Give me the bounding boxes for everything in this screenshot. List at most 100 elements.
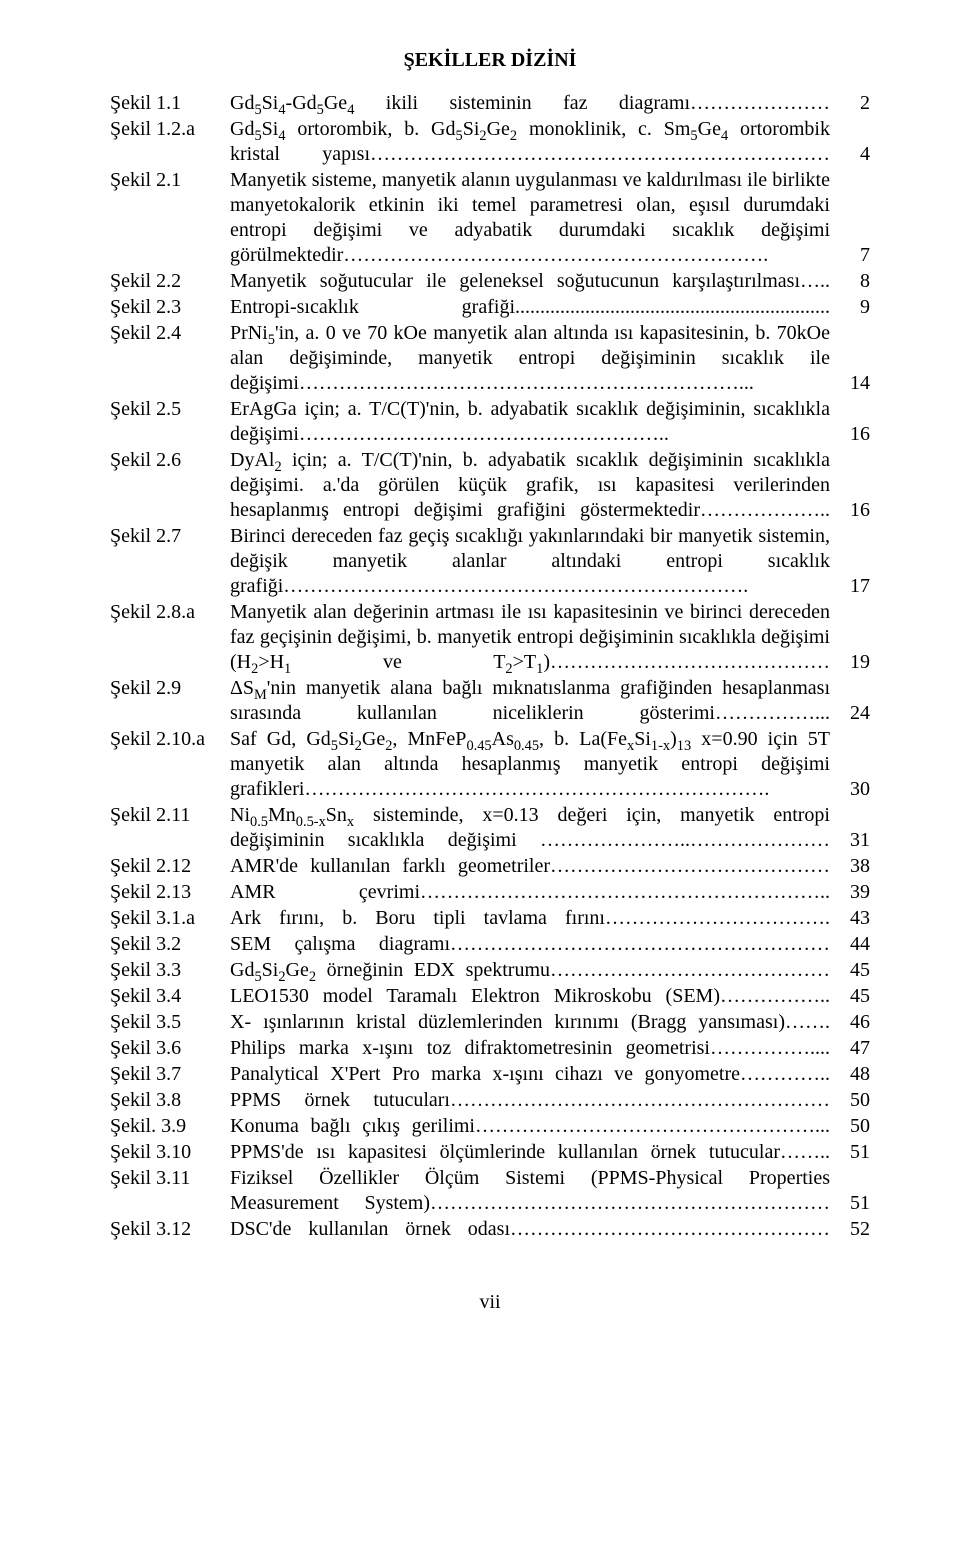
- figure-label: Şekil 2.1: [110, 168, 230, 268]
- figure-entry: Şekil 2.13AMR çevrimi……………………………………………………: [110, 880, 870, 905]
- figure-label: Şekil 2.11: [110, 803, 230, 853]
- figure-description: AMR çevrimi……………………………………………………..: [230, 880, 830, 905]
- figure-page: 47: [830, 1036, 870, 1061]
- figure-label: Şekil 2.4: [110, 321, 230, 396]
- figure-page: 44: [830, 932, 870, 957]
- figure-label: Şekil 2.10.a: [110, 727, 230, 802]
- figure-description: PPMS örnek tutucuları…………………………………………………: [230, 1088, 830, 1113]
- figure-label: Şekil 3.12: [110, 1217, 230, 1242]
- figure-description: Gd5Si4-Gd5Ge4 ikili sisteminin faz diagr…: [230, 91, 830, 116]
- figure-entry: Şekil. 3.9Konuma bağlı çıkış gerilimi…………: [110, 1114, 870, 1139]
- figure-entry: Şekil 3.6Philips marka x-ışını toz difra…: [110, 1036, 870, 1061]
- figure-page: 50: [830, 1088, 870, 1113]
- figure-entry: Şekil 2.11Ni0.5Mn0.5-xSnx sisteminde, x=…: [110, 803, 870, 853]
- figure-entry: Şekil 2.4PrNi5'in, a. 0 ve 70 kOe manyet…: [110, 321, 870, 396]
- figure-description: Manyetik alan değerinin artması ile ısı …: [230, 600, 830, 675]
- figure-label: Şekil 2.12: [110, 854, 230, 879]
- figure-page: 7: [830, 243, 870, 268]
- figure-label: Şekil 3.1.a: [110, 906, 230, 931]
- page-title: ŞEKİLLER DİZİNİ: [110, 48, 870, 73]
- figure-entry: Şekil 3.12DSC'de kullanılan örnek odası……: [110, 1217, 870, 1242]
- figure-label: Şekil 2.8.a: [110, 600, 230, 675]
- figure-label: Şekil 1.1: [110, 91, 230, 116]
- figure-description: LEO1530 model Taramalı Elektron Mikrosko…: [230, 984, 830, 1009]
- figure-entry: Şekil 2.6DyAl2 için; a. T/C(T)'nin, b. a…: [110, 448, 870, 523]
- figure-description: DyAl2 için; a. T/C(T)'nin, b. adyabatik …: [230, 448, 830, 523]
- figure-description: Birinci dereceden faz geçiş sıcaklığı ya…: [230, 524, 830, 599]
- figure-description: Ni0.5Mn0.5-xSnx sisteminde, x=0.13 değer…: [230, 803, 830, 853]
- figure-label: Şekil 3.3: [110, 958, 230, 983]
- figure-description: X- ışınlarının kristal düzlemlerinden kı…: [230, 1010, 830, 1035]
- figure-entry: Şekil 1.1Gd5Si4-Gd5Ge4 ikili sisteminin …: [110, 91, 870, 116]
- figure-label: Şekil 2.13: [110, 880, 230, 905]
- figure-entry: Şekil 2.8.aManyetik alan değerinin artma…: [110, 600, 870, 675]
- figure-description: ErAgGa için; a. T/C(T)'nin, b. adyabatik…: [230, 397, 830, 447]
- figure-description: ΔSM'nin manyetik alana bağlı mıknatıslan…: [230, 676, 830, 726]
- figure-description: Fiziksel Özellikler Ölçüm Sistemi (PPMS-…: [230, 1166, 830, 1216]
- figure-description: Manyetik sisteme, manyetik alanın uygula…: [230, 168, 830, 268]
- figure-entry: Şekil 2.1Manyetik sisteme, manyetik alan…: [110, 168, 870, 268]
- figure-entry: Şekil 2.12AMR'de kullanılan farklı geome…: [110, 854, 870, 879]
- figure-description: Gd5Si2Ge2 örneğinin EDX spektrumu……………………: [230, 958, 830, 983]
- figure-entry: Şekil 1.2.aGd5Si4 ortorombik, b. Gd5Si2G…: [110, 117, 870, 167]
- page-number-footer: vii: [110, 1290, 870, 1315]
- figure-page: 16: [830, 422, 870, 447]
- figure-page: 39: [830, 880, 870, 905]
- figure-entry: Şekil 3.2SEM çalışma diagramı………………………………: [110, 932, 870, 957]
- figure-page: 30: [830, 777, 870, 802]
- figure-description: PPMS'de ısı kapasitesi ölçümlerinde kull…: [230, 1140, 830, 1165]
- figure-description: Manyetik soğutucular ile geleneksel soğu…: [230, 269, 830, 294]
- figure-page: 46: [830, 1010, 870, 1035]
- figure-entry: Şekil 3.4LEO1530 model Taramalı Elektron…: [110, 984, 870, 1009]
- figure-page: 8: [830, 269, 870, 294]
- figure-page: 31: [830, 828, 870, 853]
- figure-page: 16: [830, 498, 870, 523]
- figure-entry: Şekil 3.7Panalytical X'Pert Pro marka x-…: [110, 1062, 870, 1087]
- figure-entry: Şekil 2.10.aSaf Gd, Gd5Si2Ge2, MnFeP0.45…: [110, 727, 870, 802]
- figure-label: Şekil. 3.9: [110, 1114, 230, 1139]
- figure-label: Şekil 2.6: [110, 448, 230, 523]
- figure-page: 2: [830, 91, 870, 116]
- figure-label: Şekil 3.8: [110, 1088, 230, 1113]
- figure-entry: Şekil 3.10PPMS'de ısı kapasitesi ölçümle…: [110, 1140, 870, 1165]
- figure-list: Şekil 1.1Gd5Si4-Gd5Ge4 ikili sisteminin …: [110, 91, 870, 1242]
- figure-page: 48: [830, 1062, 870, 1087]
- figure-page: 19: [830, 650, 870, 675]
- figure-page: 9: [830, 295, 870, 320]
- figure-entry: Şekil 2.5ErAgGa için; a. T/C(T)'nin, b. …: [110, 397, 870, 447]
- figure-description: Panalytical X'Pert Pro marka x-ışını cih…: [230, 1062, 830, 1087]
- figure-page: 17: [830, 574, 870, 599]
- figure-label: Şekil 3.2: [110, 932, 230, 957]
- figure-description: Ark fırını, b. Boru tipli tavlama fırını…: [230, 906, 830, 931]
- figure-label: Şekil 2.5: [110, 397, 230, 447]
- figure-page: 4: [830, 142, 870, 167]
- figure-description: Konuma bağlı çıkış gerilimi……………………………………: [230, 1114, 830, 1139]
- figure-page: 38: [830, 854, 870, 879]
- figure-description: Entropi-sıcaklık grafiği................…: [230, 295, 830, 320]
- figure-description: Saf Gd, Gd5Si2Ge2, MnFeP0.45As0.45, b. L…: [230, 727, 830, 802]
- figure-label: Şekil 2.3: [110, 295, 230, 320]
- figure-description: PrNi5'in, a. 0 ve 70 kOe manyetik alan a…: [230, 321, 830, 396]
- figure-label: Şekil 1.2.a: [110, 117, 230, 167]
- figure-label: Şekil 3.4: [110, 984, 230, 1009]
- figure-description: AMR'de kullanılan farklı geometriler……………: [230, 854, 830, 879]
- figure-label: Şekil 2.2: [110, 269, 230, 294]
- figure-label: Şekil 2.7: [110, 524, 230, 599]
- figure-page: 51: [830, 1191, 870, 1216]
- figure-page: 51: [830, 1140, 870, 1165]
- figure-entry: Şekil 2.3Entropi-sıcaklık grafiği.......…: [110, 295, 870, 320]
- figure-entry: Şekil 2.2Manyetik soğutucular ile gelene…: [110, 269, 870, 294]
- figure-label: Şekil 3.5: [110, 1010, 230, 1035]
- figure-label: Şekil 3.6: [110, 1036, 230, 1061]
- figure-entry: Şekil 2.9ΔSM'nin manyetik alana bağlı mı…: [110, 676, 870, 726]
- figure-label: Şekil 3.10: [110, 1140, 230, 1165]
- figure-entry: Şekil 3.1.aArk fırını, b. Boru tipli tav…: [110, 906, 870, 931]
- figure-label: Şekil 2.9: [110, 676, 230, 726]
- figure-description: DSC'de kullanılan örnek odası………………………………: [230, 1217, 830, 1242]
- figure-description: Philips marka x-ışını toz difraktometres…: [230, 1036, 830, 1061]
- figure-entry: Şekil 3.11Fiziksel Özellikler Ölçüm Sist…: [110, 1166, 870, 1216]
- figure-entry: Şekil 3.5X- ışınlarının kristal düzlemle…: [110, 1010, 870, 1035]
- figure-page: 45: [830, 958, 870, 983]
- figure-label: Şekil 3.7: [110, 1062, 230, 1087]
- page-container: ŞEKİLLER DİZİNİ Şekil 1.1Gd5Si4-Gd5Ge4 i…: [0, 0, 960, 1355]
